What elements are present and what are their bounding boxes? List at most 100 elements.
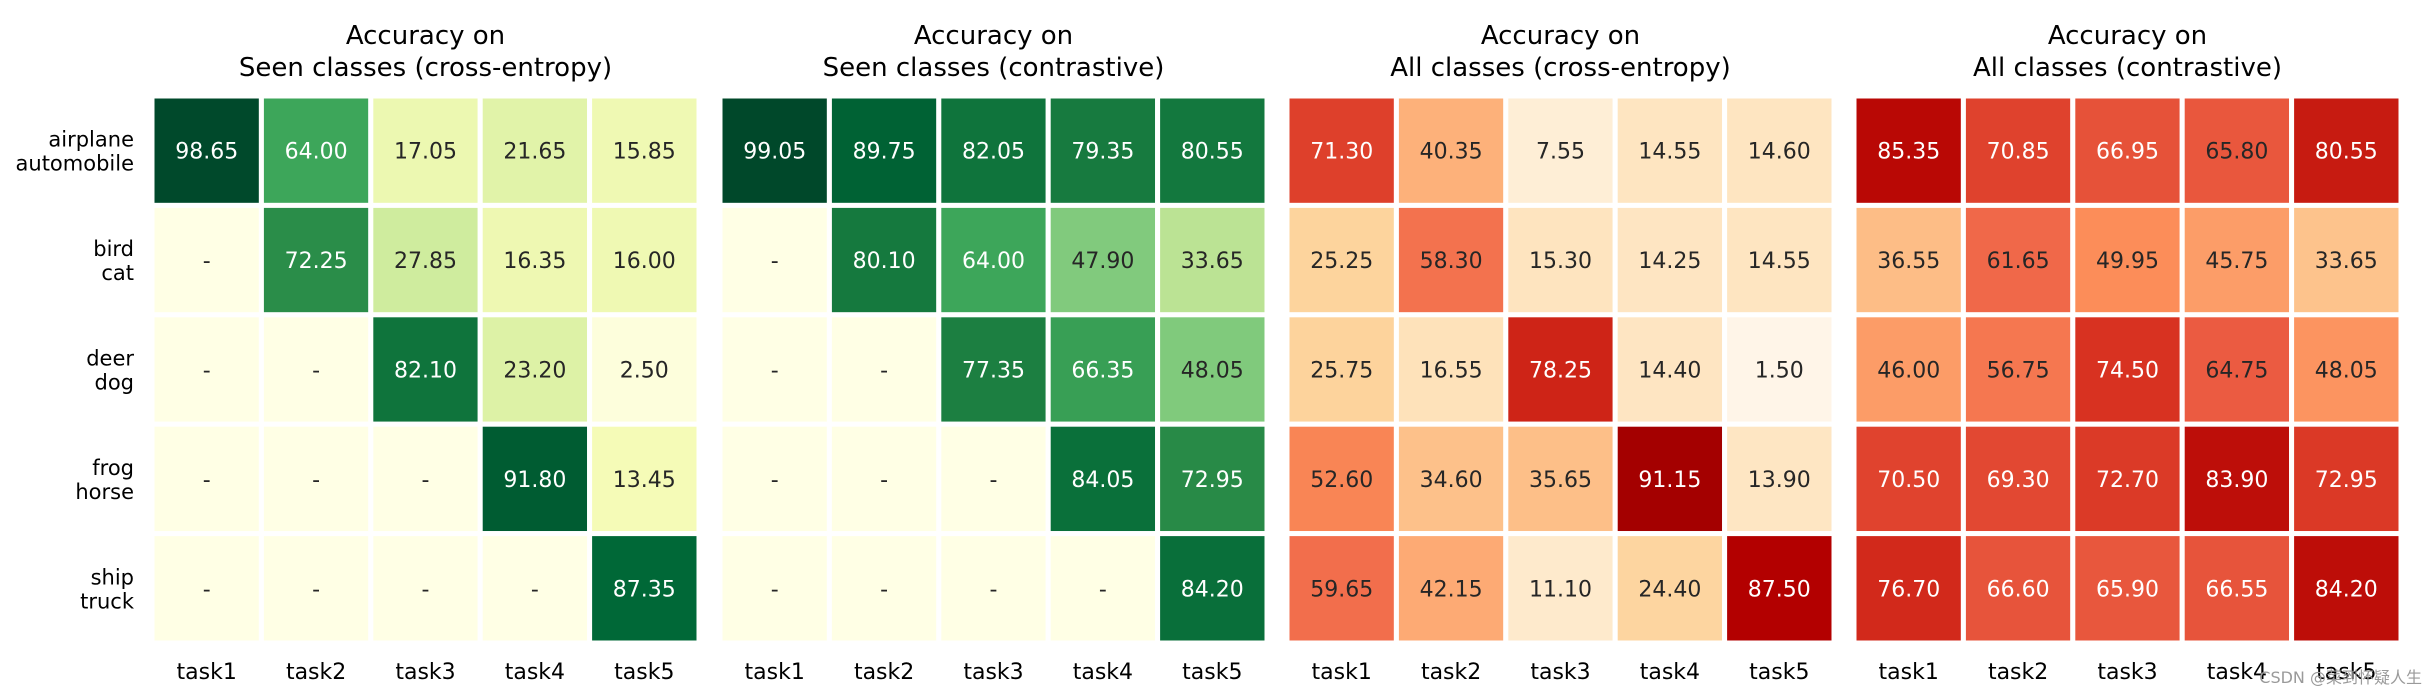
cell-value-label: - <box>880 468 888 493</box>
x-tick-label: task3 <box>395 660 455 685</box>
y-tick-label: bird <box>93 237 134 261</box>
cell-value-label: 66.95 <box>2096 140 2159 165</box>
cell-value-label: - <box>203 577 211 602</box>
x-tick-label: task5 <box>2316 660 2376 685</box>
cell-value-label: 83.90 <box>2205 468 2268 493</box>
cell-value-label: 42.15 <box>1420 577 1483 602</box>
x-tick-label: task4 <box>1073 660 1133 685</box>
cell-value-label: 78.25 <box>1529 359 1592 384</box>
heatmap-cell <box>1722 421 1837 537</box>
cell-value-label: 98.65 <box>175 140 238 165</box>
heatmap-cell <box>1851 202 1966 318</box>
cell-value-label: 85.35 <box>1877 140 1940 165</box>
heatmap-cell <box>1960 531 2076 646</box>
cell-value-label: 47.90 <box>1071 249 1134 274</box>
cell-value-label: - <box>880 577 888 602</box>
cell-value-label: 65.80 <box>2205 140 2268 165</box>
cell-value-label: 7.55 <box>1536 140 1585 165</box>
heatmap-cell <box>1155 421 1270 537</box>
cell-value-label: 16.00 <box>613 249 676 274</box>
cell-value-label: 91.15 <box>1638 468 1701 493</box>
cell-value-label: 72.25 <box>285 249 348 274</box>
heatmap-cell <box>587 531 702 646</box>
cell-value-label: 58.30 <box>1420 249 1483 274</box>
heatmap-cell <box>2289 202 2404 318</box>
cell-value-label: 91.80 <box>503 468 566 493</box>
cell-value-label: 11.10 <box>1529 577 1592 602</box>
cell-value-label: 70.85 <box>1987 140 2050 165</box>
heatmap-cell <box>1612 202 1728 318</box>
cell-value-label: 71.30 <box>1310 140 1373 165</box>
heatmap-cell <box>1960 93 2076 208</box>
y-tick-label: frog <box>92 456 134 480</box>
y-tick-label: truck <box>80 589 135 613</box>
heatmap-cell <box>826 93 942 208</box>
heatmap-cell <box>2289 93 2404 208</box>
cell-value-label: 82.05 <box>962 140 1025 165</box>
x-tick-label: task5 <box>1182 660 1242 685</box>
cell-value-label: - <box>771 577 779 602</box>
heatmap-cell <box>1284 93 1399 208</box>
cell-value-label: 36.55 <box>1877 249 1940 274</box>
heatmap-cell <box>2070 531 2185 646</box>
cell-value-label: - <box>203 359 211 384</box>
heatmap-cell <box>1045 531 1161 646</box>
cell-value-label: 13.90 <box>1748 468 1811 493</box>
heatmap-cell <box>368 531 483 646</box>
heatmap-cell <box>717 202 832 318</box>
heatmap-cell <box>1722 93 1837 208</box>
heatmap-cell <box>1155 531 1270 646</box>
y-tick-label: cat <box>101 261 134 285</box>
cell-value-label: 33.65 <box>1181 249 1244 274</box>
x-tick-label: task2 <box>1988 660 2048 685</box>
heatmap-cell <box>2070 312 2185 427</box>
cell-value-label: - <box>531 577 539 602</box>
heatmap-cell <box>2179 312 2295 427</box>
cell-value-label: 99.05 <box>743 140 806 165</box>
cell-value-label: 27.85 <box>394 249 457 274</box>
cell-value-label: - <box>422 577 430 602</box>
heatmap-cell <box>1045 93 1161 208</box>
cell-value-label: 40.35 <box>1420 140 1483 165</box>
cell-value-label: - <box>990 468 998 493</box>
cell-value-label: 48.05 <box>1181 359 1244 384</box>
heatmap-cell <box>1284 421 1399 537</box>
x-tick-label: task1 <box>1312 660 1372 685</box>
heatmap-cell <box>2289 312 2404 427</box>
cell-value-label: 84.20 <box>2315 577 2378 602</box>
cell-value-label: 49.95 <box>2096 249 2159 274</box>
cell-value-label: 64.00 <box>285 140 348 165</box>
cell-value-label: 61.65 <box>1987 249 2050 274</box>
cell-value-label: 25.75 <box>1310 359 1373 384</box>
heatmap-cell <box>368 202 483 318</box>
x-tick-label: task4 <box>505 660 565 685</box>
cell-value-label: - <box>771 359 779 384</box>
cell-value-label: - <box>312 359 320 384</box>
cell-value-label: - <box>422 468 430 493</box>
cell-value-label: 87.35 <box>613 577 676 602</box>
heatmap-cell <box>1612 531 1728 646</box>
cell-value-label: 72.95 <box>1181 468 1244 493</box>
panel-title-line: Seen classes (contrastive) <box>823 53 1165 83</box>
heatmap-cell <box>1612 312 1728 427</box>
panel-title-line: Accuracy on <box>346 21 505 51</box>
cell-value-label: - <box>203 468 211 493</box>
cell-value-label: 45.75 <box>2205 249 2268 274</box>
heatmap-cell <box>1960 202 2076 318</box>
cell-value-label: 82.10 <box>394 359 457 384</box>
heatmap-cell <box>1612 93 1728 208</box>
cell-value-label: 80.55 <box>2315 140 2378 165</box>
heatmap-cell <box>1393 531 1509 646</box>
cell-value-label: - <box>1099 577 1107 602</box>
cell-value-label: 17.05 <box>394 140 457 165</box>
cell-value-label: 84.20 <box>1181 577 1244 602</box>
cell-value-label: 72.95 <box>2315 468 2378 493</box>
cell-value-label: 24.40 <box>1638 577 1701 602</box>
cell-value-label: 34.60 <box>1420 468 1483 493</box>
y-tick-label: dog <box>94 371 134 395</box>
x-tick-label: task4 <box>2207 660 2267 685</box>
x-tick-label: task1 <box>1879 660 1939 685</box>
heatmap-cell <box>1284 202 1399 318</box>
cell-value-label: 14.25 <box>1638 249 1701 274</box>
